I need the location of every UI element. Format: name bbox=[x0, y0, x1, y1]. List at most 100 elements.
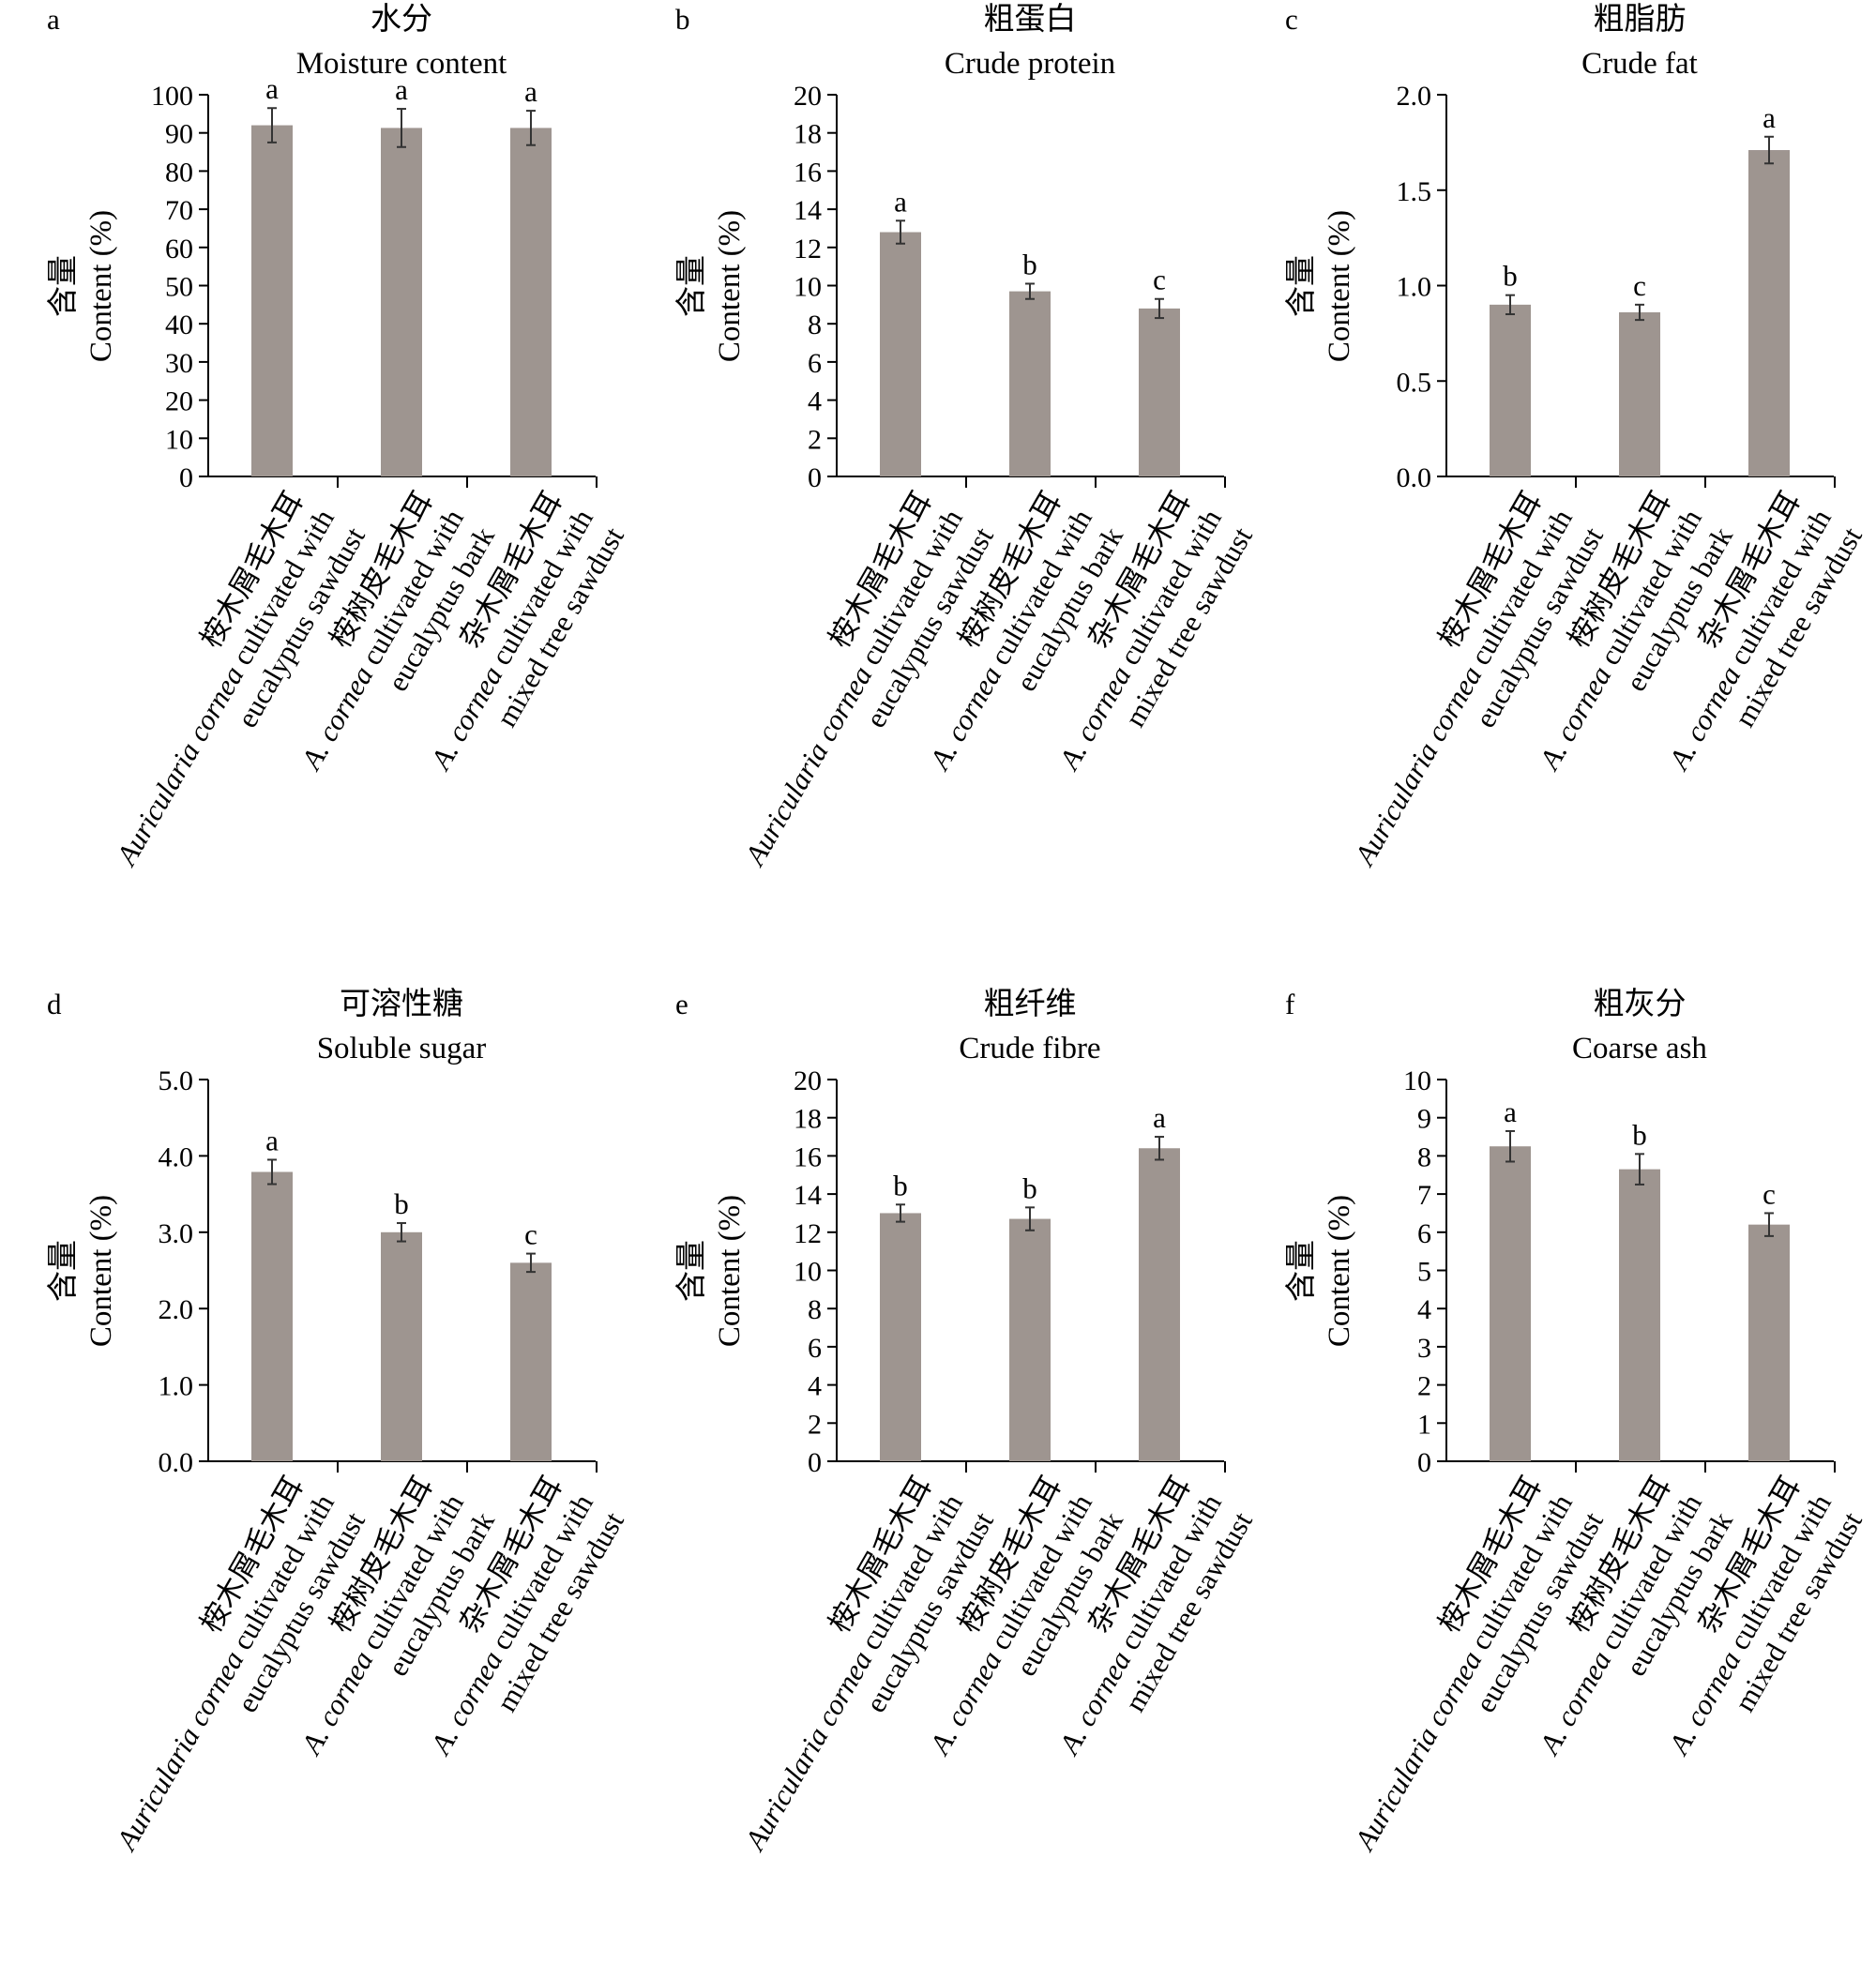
significance-letter: a bbox=[1763, 101, 1776, 134]
bar bbox=[251, 125, 293, 476]
y-tick-label: 4 bbox=[808, 386, 822, 417]
y-axis-label-en: Content (%) bbox=[713, 210, 747, 362]
bar bbox=[1139, 1148, 1180, 1461]
y-tick-label: 0 bbox=[179, 462, 193, 493]
chart-title-en: Soluble sugar bbox=[317, 1032, 487, 1065]
y-tick-label: 4.0 bbox=[159, 1141, 194, 1172]
significance-letter: b bbox=[1503, 260, 1518, 293]
significance-letter: a bbox=[524, 75, 537, 108]
y-tick-label: 14 bbox=[794, 1180, 822, 1211]
y-tick-label: 50 bbox=[165, 272, 193, 303]
x-tick-label-en-line1: Auricularia cornea cultivated with bbox=[1347, 1488, 1579, 1857]
y-tick-label: 0 bbox=[808, 1447, 822, 1478]
bar bbox=[251, 1171, 293, 1461]
bar bbox=[1009, 1218, 1051, 1461]
y-tick-label: 5.0 bbox=[159, 1065, 194, 1096]
y-axis-label: 含量 Content (%) bbox=[1284, 210, 1356, 362]
y-tick-label: 8 bbox=[808, 310, 822, 340]
y-tick-label: 4 bbox=[1417, 1294, 1431, 1325]
y-axis-label: 含量 Content (%) bbox=[46, 210, 118, 362]
chart-panel-e: e 粗纤维 Crude fibre 含量 Content (%) 0 2 4 6 8 10 12 14 1… bbox=[674, 987, 1259, 1857]
panel-letter: d bbox=[47, 988, 62, 1020]
y-axis-label-cn: 含量 bbox=[46, 1240, 81, 1302]
bar bbox=[1139, 308, 1180, 476]
chart-title-cn: 粗脂肪 bbox=[1594, 2, 1687, 37]
x-tick-label-en-line1: Auricularia cornea cultivated with bbox=[1347, 504, 1579, 872]
species-name-italic: Auricularia cornea bbox=[109, 660, 250, 872]
y-tick-label: 0 bbox=[808, 462, 822, 493]
y-axis-label: 含量 Content (%) bbox=[1284, 1195, 1356, 1347]
y-tick-label: 30 bbox=[165, 348, 193, 379]
significance-letter: c bbox=[1763, 1177, 1776, 1210]
species-name-italic: A. cornea bbox=[294, 660, 380, 777]
chart-title-en: Coarse ash bbox=[1572, 1032, 1707, 1065]
y-tick-label: 8 bbox=[808, 1294, 822, 1325]
y-tick-label: 60 bbox=[165, 234, 193, 264]
y-axis-label-cn: 含量 bbox=[1284, 1240, 1319, 1302]
y-tick-label: 0 bbox=[1417, 1447, 1431, 1478]
x-tick-label-en-line1: Auricularia cornea cultivated with bbox=[737, 504, 969, 872]
y-tick-label: 8 bbox=[1417, 1141, 1431, 1172]
bar bbox=[880, 1213, 921, 1461]
y-tick-label: 2.0 bbox=[1397, 81, 1432, 112]
significance-letter: b bbox=[1022, 1171, 1037, 1204]
y-axis-label-en: Content (%) bbox=[1323, 1195, 1356, 1347]
species-name-italic: A. cornea bbox=[1532, 660, 1618, 777]
y-tick-label: 2 bbox=[1417, 1371, 1431, 1402]
y-axis-label: 含量 Content (%) bbox=[674, 210, 747, 362]
y-tick-label: 70 bbox=[165, 195, 193, 226]
y-tick-label: 6 bbox=[1417, 1218, 1431, 1249]
significance-letter: c bbox=[1633, 269, 1646, 302]
y-tick-label: 6 bbox=[808, 348, 822, 379]
chart-title-en: Crude protein bbox=[945, 47, 1115, 81]
significance-letter: a bbox=[395, 73, 408, 106]
y-tick-label: 1.5 bbox=[1397, 176, 1432, 207]
y-tick-label: 20 bbox=[794, 1065, 822, 1096]
chart-panel-c: c 粗脂肪 Crude fat 含量 Content (%) 0.0 0.5 1.0 1.5 2.… bbox=[1284, 2, 1868, 872]
y-axis-label-en: Content (%) bbox=[713, 1195, 747, 1347]
chart-panel-b: b 粗蛋白 Crude protein 含量 Content (%) 0 2 4 6 8 10 12 1… bbox=[674, 2, 1259, 872]
significance-letter: a bbox=[265, 72, 279, 105]
species-name-italic: Auricularia cornea bbox=[737, 660, 879, 872]
y-tick-label: 18 bbox=[794, 119, 822, 150]
y-tick-label: 80 bbox=[165, 157, 193, 188]
chart-title-cn: 粗纤维 bbox=[984, 987, 1077, 1021]
panel-letter: e bbox=[675, 988, 688, 1020]
y-tick-label: 4 bbox=[808, 1371, 822, 1402]
y-tick-label: 20 bbox=[165, 386, 193, 417]
chart-title-cn: 水分 bbox=[371, 2, 432, 37]
y-tick-label: 10 bbox=[794, 1257, 822, 1288]
significance-letter: b bbox=[1022, 248, 1037, 280]
y-tick-label: 10 bbox=[1403, 1065, 1431, 1096]
significance-letter: a bbox=[1504, 1095, 1517, 1128]
y-tick-label: 3 bbox=[1417, 1333, 1431, 1364]
panel-letter: b bbox=[675, 3, 690, 36]
y-tick-label: 16 bbox=[794, 157, 822, 188]
y-axis-label: 含量 Content (%) bbox=[46, 1195, 118, 1347]
significance-letter: a bbox=[894, 185, 907, 218]
chart-panel-a: a 水分 Moisture content 含量 Content (%) 0 10 20 30 4… bbox=[46, 2, 630, 872]
significance-letter: b bbox=[893, 1169, 908, 1201]
y-axis-label-en: Content (%) bbox=[84, 210, 118, 362]
x-tick-label-en-line1: Auricularia cornea cultivated with bbox=[109, 504, 340, 872]
chart-title-cn: 粗灰分 bbox=[1594, 987, 1687, 1021]
chart-panel-d: d 可溶性糖 Soluble sugar 含量 Content (%) 0.0 1.0 2.0… bbox=[46, 987, 630, 1857]
y-tick-label: 0.5 bbox=[1397, 367, 1432, 398]
bar bbox=[1748, 150, 1790, 476]
y-tick-label: 1.0 bbox=[1397, 272, 1432, 303]
species-name-italic: A. cornea bbox=[922, 1645, 1008, 1761]
y-tick-label: 1.0 bbox=[159, 1371, 194, 1402]
species-name-italic: Auricularia cornea bbox=[1347, 1645, 1489, 1857]
significance-letter: c bbox=[524, 1218, 537, 1251]
y-tick-label: 10 bbox=[794, 272, 822, 303]
y-axis-label-cn: 含量 bbox=[674, 255, 709, 317]
bar bbox=[880, 232, 921, 476]
y-tick-label: 20 bbox=[794, 81, 822, 112]
y-tick-label: 18 bbox=[794, 1104, 822, 1135]
chart-title-cn: 粗蛋白 bbox=[984, 2, 1077, 37]
bar bbox=[381, 1231, 422, 1461]
y-tick-label: 6 bbox=[808, 1333, 822, 1364]
